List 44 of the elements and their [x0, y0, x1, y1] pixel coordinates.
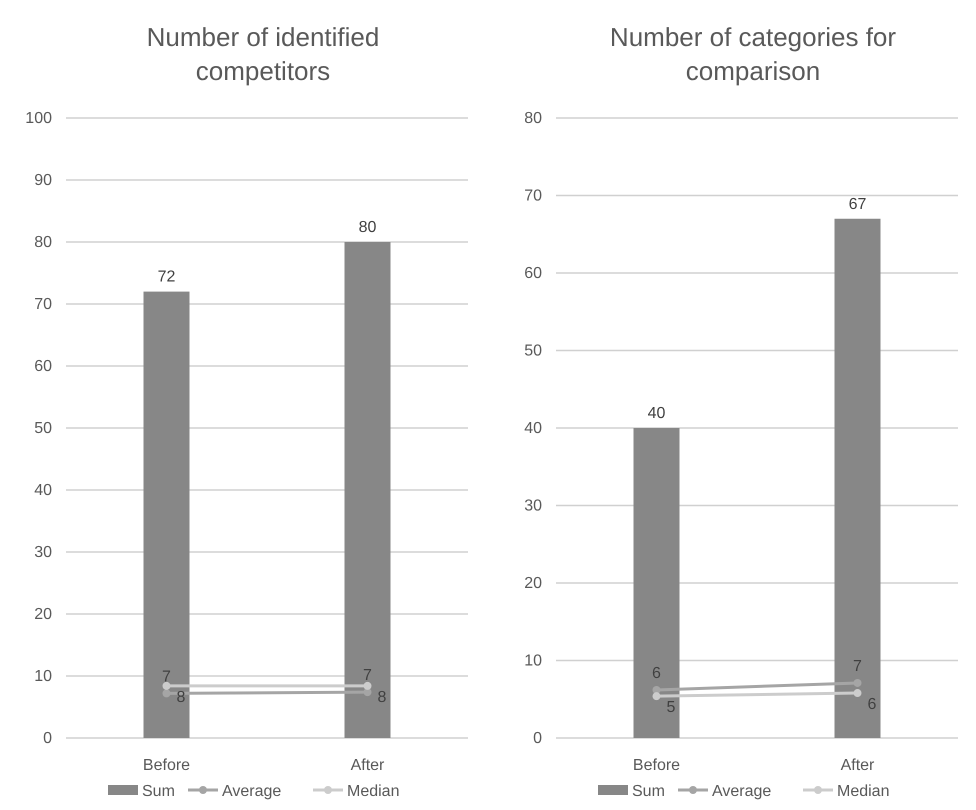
data-label: 7 — [853, 658, 862, 675]
y-tick-label: 90 — [34, 172, 52, 189]
y-tick-label: 80 — [34, 234, 52, 251]
data-label: 8 — [176, 688, 186, 706]
y-tick-label: 50 — [524, 342, 542, 360]
y-tick-label: 80 — [524, 110, 542, 127]
y-tick-label: 50 — [34, 420, 52, 437]
x-tick-label: Before — [632, 757, 680, 774]
chart-title: Number of identified competitors — [146, 22, 380, 86]
x-tick-label: Before — [142, 757, 190, 774]
legend-label: Average — [712, 783, 772, 800]
y-tick-label: 40 — [34, 482, 52, 499]
data-label: 72 — [158, 268, 176, 286]
y-tick-label: 70 — [34, 296, 52, 313]
y-tick-label: 30 — [524, 498, 542, 514]
x-tick-label: After — [350, 757, 386, 774]
data-label: 7 — [363, 667, 372, 684]
data-label: 6 — [868, 696, 876, 714]
y-tick-label: 70 — [524, 188, 542, 204]
y-tick-label: 10 — [34, 668, 52, 685]
y-tick-label: 10 — [524, 652, 542, 670]
data-label: 8 — [378, 688, 386, 706]
legend-label: Median — [347, 783, 400, 800]
legend-label: Average — [222, 783, 282, 800]
y-tick-label: 60 — [34, 358, 52, 375]
y-tick-label: 100 — [25, 110, 52, 127]
data-label: 6 — [652, 664, 662, 682]
data-label: 40 — [648, 405, 666, 422]
y-tick-label: 60 — [524, 265, 542, 282]
chart-title: Number of categories for comparison — [610, 22, 896, 86]
y-tick-label: 40 — [524, 420, 542, 437]
data-label: 7 — [162, 668, 172, 686]
y-tick-label: 20 — [524, 575, 542, 592]
legend-label: Sum — [632, 783, 665, 800]
y-tick-label: 0 — [43, 730, 52, 747]
data-label: 80 — [358, 219, 376, 236]
y-tick-label: 20 — [34, 606, 52, 623]
y-tick-label: 30 — [34, 544, 52, 561]
legend-label: Sum — [142, 783, 175, 800]
data-label: 67 — [848, 196, 866, 213]
legend-label: Median — [837, 783, 890, 800]
data-label: 5 — [666, 699, 676, 716]
x-tick-label: After — [840, 757, 876, 774]
y-tick-label: 0 — [533, 730, 542, 747]
